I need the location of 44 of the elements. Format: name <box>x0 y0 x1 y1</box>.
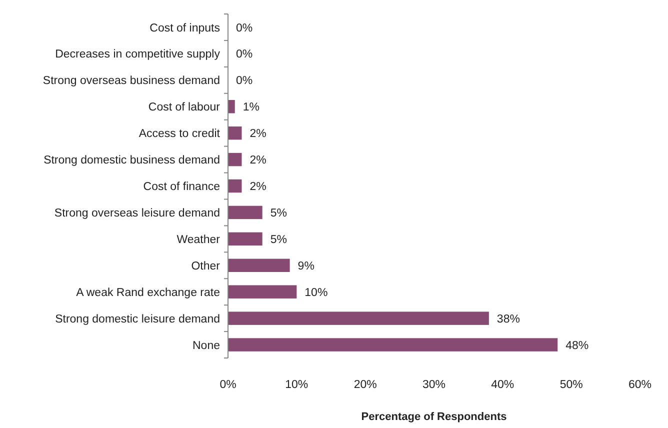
y-tick-label: Cost of labour <box>148 102 220 114</box>
bar <box>228 285 297 298</box>
y-tick-label: Cost of finance <box>143 181 220 194</box>
x-tick-label: 60% <box>628 379 652 391</box>
bar <box>228 206 262 220</box>
data-label: 9% <box>298 260 314 272</box>
x-tick-label: 10% <box>285 379 308 391</box>
y-tick-label: A weak Rand exchange rate <box>76 286 220 299</box>
bar <box>228 179 242 193</box>
y-tick-label: Strong domestic leisure demand <box>55 313 220 326</box>
x-tick-label: 40% <box>491 379 514 391</box>
x-tick-label: 0% <box>220 379 236 391</box>
data-label: 2% <box>250 154 266 167</box>
x-tick-label: 20% <box>354 379 377 391</box>
data-label: 0% <box>236 48 253 61</box>
bar <box>228 100 235 114</box>
x-axis-title: Percentage of Respondents <box>361 411 507 423</box>
data-label: 48% <box>566 340 589 352</box>
data-label: 5% <box>270 234 287 246</box>
data-label: 5% <box>270 207 287 220</box>
data-label: 2% <box>250 181 266 194</box>
data-label: 0% <box>236 75 253 88</box>
y-tick-label: Weather <box>176 234 220 246</box>
y-tick-label: Cost of inputs <box>150 22 220 34</box>
x-tick-label: 50% <box>560 379 583 391</box>
bar <box>228 126 242 140</box>
data-label: 2% <box>250 128 266 140</box>
data-label: 1% <box>242 102 260 114</box>
y-tick-label: Strong overseas business demand <box>42 75 220 88</box>
bar <box>228 338 558 352</box>
data-label: 10% <box>304 286 328 299</box>
bar <box>228 312 489 325</box>
bar <box>228 152 242 166</box>
bar <box>228 232 262 246</box>
y-tick-label: Access to credit <box>138 128 221 140</box>
y-tick-label: Other <box>191 260 220 272</box>
y-tick-label: None <box>192 340 220 352</box>
x-tick-label: 30% <box>422 379 446 391</box>
y-tick-label: Strong overseas leisure demand <box>54 207 220 220</box>
data-label: 38% <box>496 313 520 326</box>
data-label: 0% <box>236 22 253 34</box>
y-tick-label: Decreases in competitive supply <box>55 48 220 61</box>
y-tick-label: Strong domestic business demand <box>44 154 220 167</box>
bar <box>228 258 290 272</box>
